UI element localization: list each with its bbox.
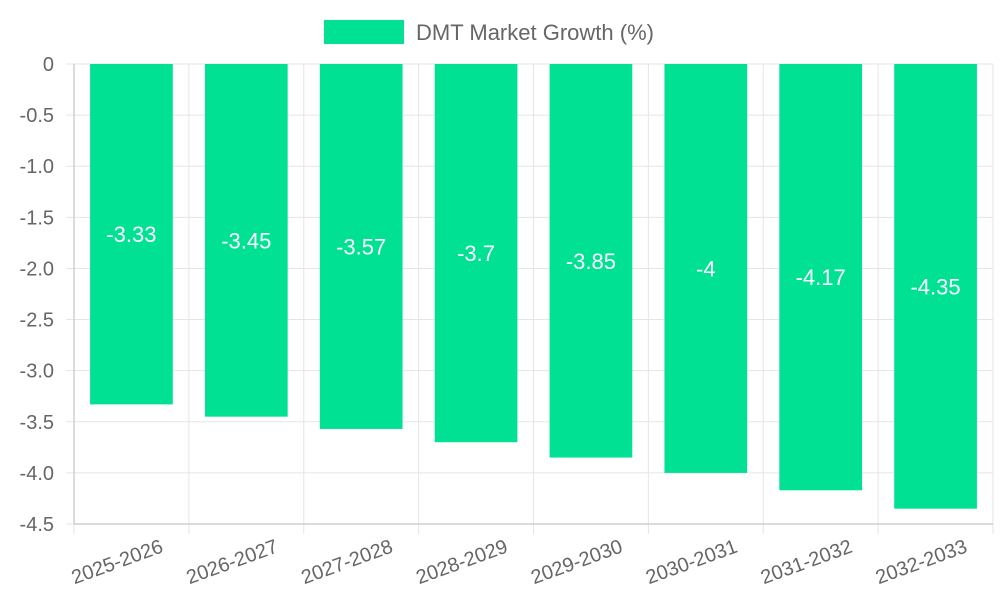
y-tick-label: -2.5 <box>20 310 54 332</box>
y-tick-label: -3.0 <box>20 361 54 383</box>
bar-data-label: -3.45 <box>221 228 271 253</box>
y-tick-label: -1.0 <box>20 156 54 178</box>
bar[interactable] <box>664 64 748 473</box>
legend-label[interactable]: DMT Market Growth (%) <box>416 20 654 45</box>
y-tick-label: 0 <box>43 54 54 76</box>
bar-data-label: -4.17 <box>796 265 846 290</box>
bar[interactable] <box>434 64 518 443</box>
y-tick-label: -2.0 <box>20 258 54 280</box>
y-tick-label: -3.5 <box>20 412 54 434</box>
y-tick-label: -0.5 <box>20 105 54 127</box>
legend[interactable]: DMT Market Growth (%) <box>324 20 654 45</box>
bar-data-label: -3.7 <box>457 241 495 266</box>
x-tick-label: 2027-2028 <box>298 536 395 589</box>
x-tick-label: 2025-2026 <box>69 536 166 589</box>
bar-data-label: -4.35 <box>910 274 960 299</box>
bar-layer <box>90 64 977 509</box>
bar-data-label: -4 <box>696 256 716 281</box>
x-tick-label: 2028-2029 <box>413 536 510 589</box>
y-tick-label: -4.0 <box>20 463 54 485</box>
bar[interactable] <box>894 64 977 509</box>
x-tick-label: 2031-2032 <box>758 536 855 589</box>
bar[interactable] <box>319 64 403 429</box>
y-tick-label: -1.5 <box>20 207 54 229</box>
x-tick-label: 2030-2031 <box>643 536 740 589</box>
bar[interactable] <box>204 64 288 417</box>
bar[interactable] <box>549 64 633 458</box>
x-tick-label: 2032-2033 <box>873 536 970 589</box>
legend-swatch[interactable] <box>324 20 404 44</box>
data-label-layer: -3.33 -3.45 -3.57 -3.7 -3.85 -4 -4.17 -4.35 <box>106 222 960 299</box>
bar[interactable] <box>90 64 173 405</box>
x-tick-label: 2026-2027 <box>184 536 281 589</box>
y-tick-label: -4.5 <box>20 514 54 536</box>
bar-data-label: -3.57 <box>336 234 386 259</box>
x-tick-label: 2029-2030 <box>528 536 625 589</box>
bar-data-label: -3.33 <box>106 222 156 247</box>
bar[interactable] <box>779 64 863 491</box>
bar-data-label: -3.85 <box>566 249 616 274</box>
